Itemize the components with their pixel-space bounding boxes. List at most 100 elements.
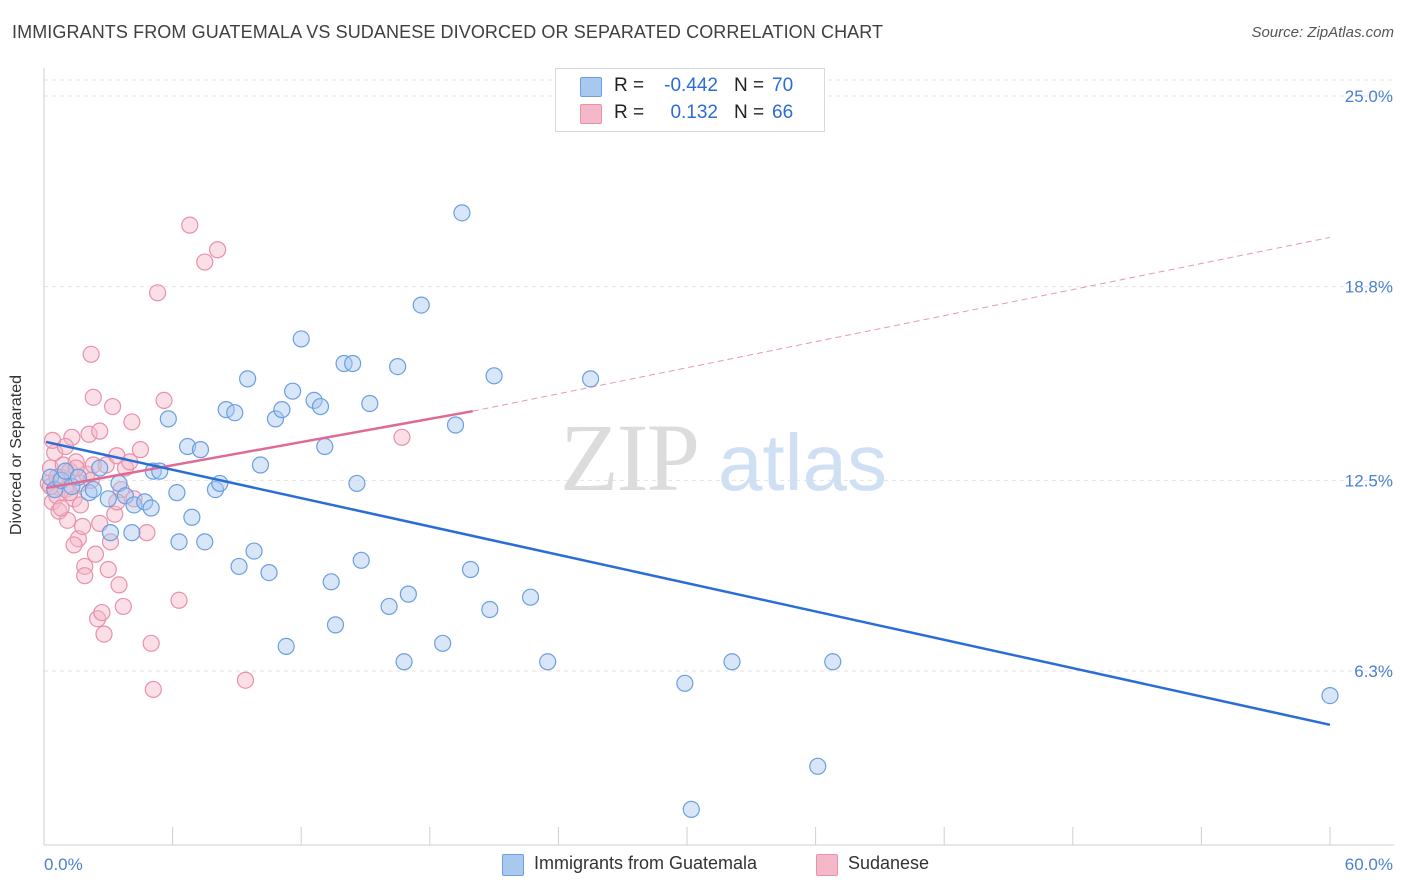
data-point bbox=[82, 345, 100, 363]
data-point bbox=[84, 388, 102, 406]
data-point bbox=[453, 204, 471, 222]
data-point bbox=[170, 533, 188, 551]
data-point bbox=[260, 564, 278, 582]
legend-swatch-guatemala bbox=[502, 854, 524, 876]
watermark-atlas: atlas bbox=[718, 418, 887, 507]
data-point bbox=[131, 441, 150, 459]
data-point bbox=[101, 533, 120, 551]
data-point bbox=[50, 502, 68, 520]
data-point bbox=[305, 391, 323, 410]
data-point bbox=[73, 517, 92, 536]
data-point bbox=[76, 567, 94, 585]
trend-layer bbox=[45, 236, 1331, 727]
data-point bbox=[348, 474, 366, 493]
data-point bbox=[273, 401, 291, 419]
data-point bbox=[71, 496, 90, 514]
legend-label-sudanese: Sudanese bbox=[848, 853, 930, 873]
data-point bbox=[196, 253, 214, 271]
data-point bbox=[142, 499, 160, 517]
data-point bbox=[168, 484, 186, 502]
watermark-zip: ZIP bbox=[560, 404, 698, 511]
data-point bbox=[236, 671, 255, 689]
data-point bbox=[103, 397, 122, 416]
data-point bbox=[399, 585, 417, 603]
data-point bbox=[239, 370, 257, 388]
data-point bbox=[93, 603, 111, 622]
stats-n-value: 66 bbox=[772, 102, 794, 123]
data-point bbox=[196, 533, 214, 551]
y-tick-label: 6.3% bbox=[1354, 662, 1393, 681]
trend-line-sudanese bbox=[45, 409, 473, 490]
data-point bbox=[245, 542, 263, 560]
data-point bbox=[581, 370, 600, 388]
data-point bbox=[170, 591, 188, 609]
data-point bbox=[110, 576, 128, 594]
data-point bbox=[99, 560, 117, 579]
data-point bbox=[125, 496, 143, 514]
data-point bbox=[412, 296, 430, 314]
data-point bbox=[159, 410, 177, 428]
stats-n-value: 70 bbox=[772, 75, 794, 96]
tick-labels: 6.3% 12.5% 18.8% 25.0% 0.0% 60.0% bbox=[44, 87, 1393, 874]
data-point bbox=[123, 524, 141, 542]
series-layer bbox=[39, 204, 1339, 818]
data-point bbox=[1321, 686, 1339, 705]
stats-box: R = -0.442 N = 70 R = 0.132 N = 66 bbox=[555, 68, 825, 132]
stats-n-label: N = bbox=[734, 102, 765, 123]
data-point bbox=[485, 367, 503, 385]
data-point bbox=[521, 588, 540, 606]
stats-swatch-sudanese bbox=[580, 104, 602, 124]
data-point bbox=[322, 573, 340, 591]
legend-swatch-sudanese bbox=[816, 854, 838, 876]
x-tick-label: 60.0% bbox=[1345, 855, 1393, 874]
data-point bbox=[63, 428, 81, 446]
data-point bbox=[183, 508, 201, 526]
data-point bbox=[226, 404, 244, 422]
data-point bbox=[95, 625, 113, 643]
series-guatemala bbox=[41, 204, 1339, 818]
data-point bbox=[80, 425, 98, 443]
data-point bbox=[481, 600, 499, 619]
y-tick-label: 12.5% bbox=[1345, 471, 1393, 490]
x-tick-label: 0.0% bbox=[44, 855, 83, 874]
data-point bbox=[539, 653, 557, 671]
data-point bbox=[76, 557, 94, 576]
data-point bbox=[809, 757, 827, 775]
legend: Immigrants from Guatemala Sudanese bbox=[0, 852, 1406, 880]
data-point bbox=[155, 391, 173, 410]
trend-extension-sudanese bbox=[472, 236, 1331, 412]
data-point bbox=[389, 357, 407, 376]
data-point bbox=[352, 551, 370, 569]
data-point bbox=[395, 653, 413, 671]
data-point bbox=[676, 674, 694, 692]
data-point bbox=[52, 499, 70, 517]
stats-r-label: R = bbox=[614, 102, 645, 123]
data-point bbox=[181, 216, 199, 234]
data-point bbox=[446, 416, 465, 434]
data-point bbox=[361, 394, 379, 413]
legend-label-guatemala: Immigrants from Guatemala bbox=[534, 853, 758, 873]
stats-r-value: -0.442 bbox=[664, 75, 718, 96]
data-point bbox=[344, 354, 362, 373]
data-point bbox=[84, 480, 102, 499]
data-point bbox=[116, 487, 135, 505]
data-point bbox=[230, 557, 248, 576]
watermark: ZIP atlas bbox=[560, 404, 887, 511]
data-point bbox=[123, 413, 141, 431]
data-point bbox=[99, 490, 117, 508]
data-point bbox=[136, 493, 154, 511]
data-point bbox=[91, 459, 109, 477]
data-point bbox=[723, 653, 741, 671]
data-point bbox=[142, 634, 160, 652]
stats-r-label: R = bbox=[614, 75, 645, 96]
data-point bbox=[138, 524, 156, 542]
data-point bbox=[251, 456, 270, 474]
data-point bbox=[191, 441, 210, 459]
series-sudanese bbox=[39, 216, 411, 699]
data-point bbox=[179, 437, 197, 456]
data-point bbox=[65, 536, 83, 554]
trend-line-guatemala bbox=[45, 440, 1331, 727]
data-point bbox=[86, 545, 105, 563]
chart-title: IMMIGRANTS FROM GUATEMALA VS SUDANESE DI… bbox=[12, 22, 884, 42]
